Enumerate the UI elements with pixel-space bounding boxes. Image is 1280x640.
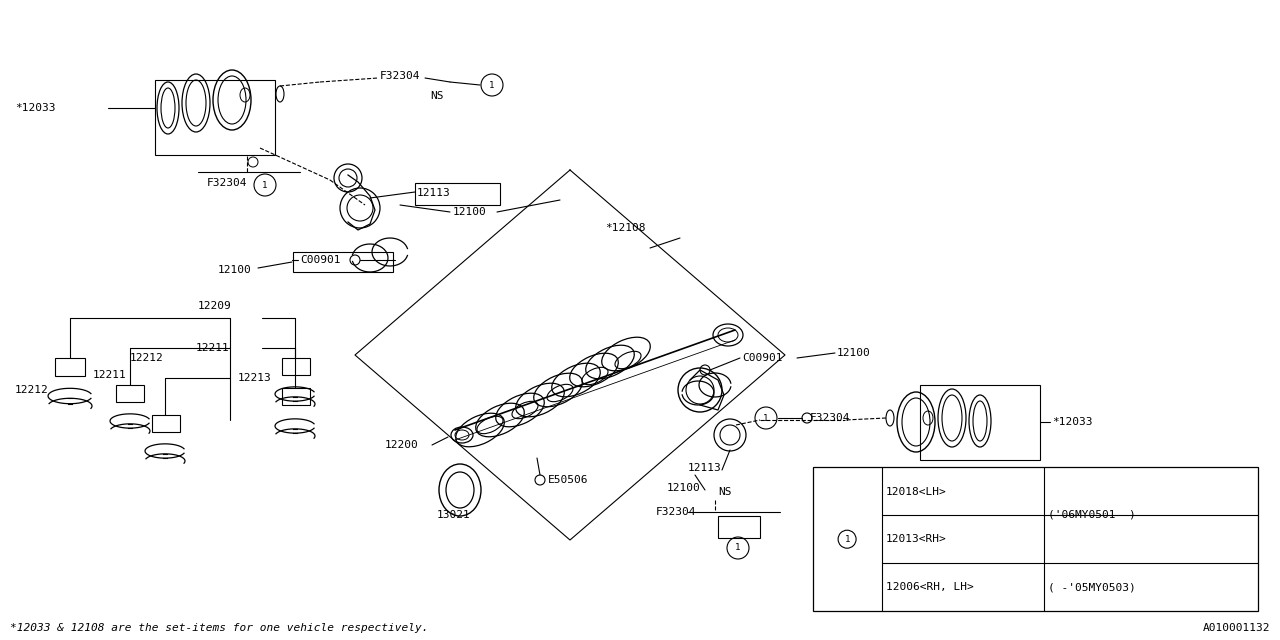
Text: A010001132: A010001132 bbox=[1202, 623, 1270, 633]
Bar bbox=[293, 252, 393, 272]
Text: C00901: C00901 bbox=[300, 255, 340, 265]
Text: 12013<RH>: 12013<RH> bbox=[886, 534, 947, 544]
Bar bbox=[116, 385, 143, 402]
Text: 12100: 12100 bbox=[667, 483, 700, 493]
Text: 12211: 12211 bbox=[196, 343, 229, 353]
Text: 1: 1 bbox=[489, 81, 494, 90]
Text: NS: NS bbox=[718, 487, 731, 497]
Text: 12212: 12212 bbox=[15, 385, 49, 395]
Text: 1: 1 bbox=[763, 413, 769, 422]
Text: C00901: C00901 bbox=[742, 353, 782, 363]
Text: F32304: F32304 bbox=[657, 507, 696, 517]
Text: F32304: F32304 bbox=[207, 178, 247, 188]
Text: 12100: 12100 bbox=[453, 207, 486, 217]
Text: 12018<LH>: 12018<LH> bbox=[886, 486, 947, 497]
Text: F32304: F32304 bbox=[810, 413, 850, 423]
Text: NS: NS bbox=[430, 91, 443, 101]
Text: 12006<RH, LH>: 12006<RH, LH> bbox=[886, 582, 974, 593]
Text: 12113: 12113 bbox=[689, 463, 722, 473]
Text: *12033: *12033 bbox=[15, 103, 55, 113]
Bar bbox=[718, 516, 760, 538]
Text: E50506: E50506 bbox=[548, 475, 589, 485]
Text: 1: 1 bbox=[262, 180, 268, 189]
Text: F32304: F32304 bbox=[380, 71, 421, 81]
Text: 12209: 12209 bbox=[198, 301, 232, 311]
Bar bbox=[152, 415, 180, 432]
Text: 1: 1 bbox=[735, 543, 741, 552]
Bar bbox=[155, 80, 275, 155]
Bar bbox=[415, 183, 500, 205]
Text: 12100: 12100 bbox=[837, 348, 870, 358]
Bar bbox=[282, 358, 310, 375]
Bar bbox=[282, 388, 310, 405]
Text: 12211: 12211 bbox=[93, 370, 127, 380]
Text: *12033 & 12108 are the set-items for one vehicle respectively.: *12033 & 12108 are the set-items for one… bbox=[10, 623, 429, 633]
Text: 13021: 13021 bbox=[436, 510, 471, 520]
Text: ('06MY0501- ): ('06MY0501- ) bbox=[1048, 509, 1137, 520]
Text: 12212: 12212 bbox=[131, 353, 164, 363]
Bar bbox=[55, 358, 84, 376]
Text: *12033: *12033 bbox=[1052, 417, 1093, 427]
Text: ( -'05MY0503): ( -'05MY0503) bbox=[1048, 582, 1137, 593]
Text: *12108: *12108 bbox=[605, 223, 645, 233]
Text: 12200: 12200 bbox=[385, 440, 419, 450]
Bar bbox=[920, 385, 1039, 460]
Text: 12100: 12100 bbox=[218, 265, 252, 275]
Text: 1: 1 bbox=[845, 534, 850, 544]
Bar bbox=[813, 467, 1258, 611]
Text: 12113: 12113 bbox=[417, 188, 451, 198]
Text: 12213: 12213 bbox=[238, 373, 271, 383]
